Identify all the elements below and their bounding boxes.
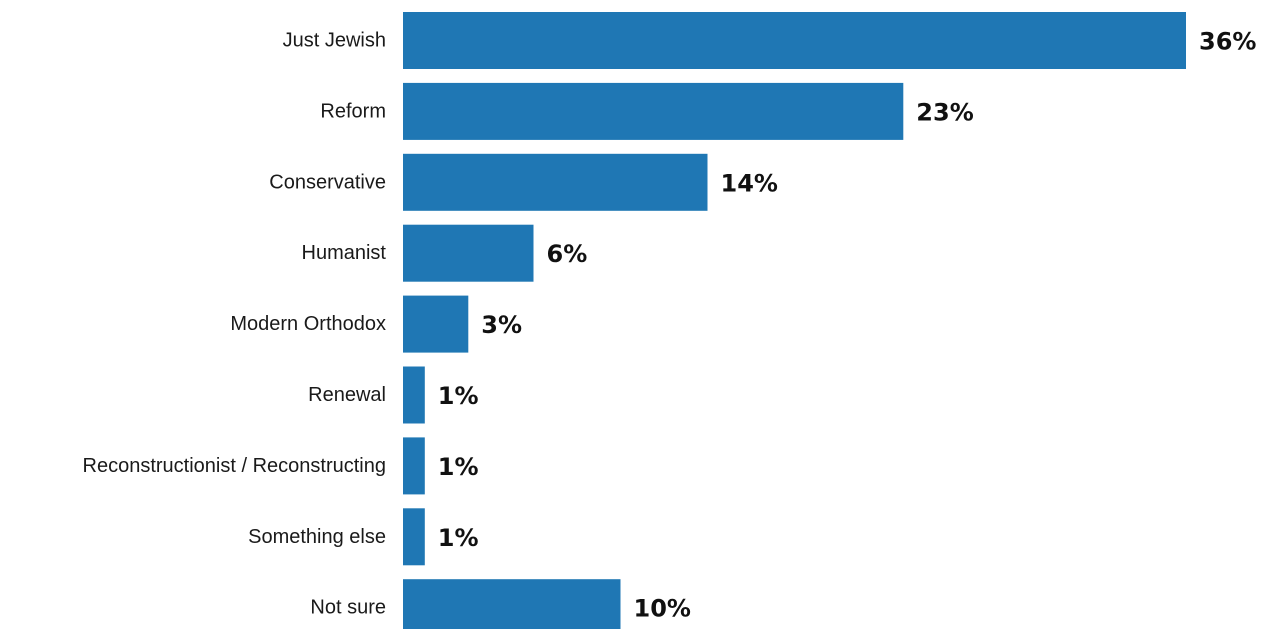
category-label: Modern Orthodox xyxy=(230,313,386,335)
category-label: Humanist xyxy=(302,242,387,264)
category-label: Conservative xyxy=(269,171,386,193)
category-label: Not sure xyxy=(310,597,386,619)
value-label: 1% xyxy=(438,382,479,410)
value-labels-group: 36% 23% 14% 6% 3% 1% 1% 1% 10% xyxy=(438,28,1257,623)
value-label: 10% xyxy=(634,595,691,623)
category-label: Something else xyxy=(248,526,386,548)
category-label: Just Jewish xyxy=(283,30,386,52)
bar xyxy=(403,295,469,353)
value-label: 1% xyxy=(438,524,479,552)
bar xyxy=(403,224,534,282)
bar xyxy=(403,437,425,495)
value-label: 23% xyxy=(916,98,973,126)
category-label: Renewal xyxy=(308,384,386,406)
value-label: 1% xyxy=(438,453,479,481)
bar xyxy=(403,153,708,211)
bar xyxy=(403,366,425,424)
category-label: Reform xyxy=(320,100,386,122)
bar xyxy=(403,82,904,140)
bars-group xyxy=(403,12,1186,629)
bar xyxy=(403,12,1186,69)
bar xyxy=(403,579,621,629)
value-label: 14% xyxy=(721,169,778,197)
value-label: 6% xyxy=(547,240,588,268)
value-label: 36% xyxy=(1199,28,1256,56)
category-labels-group: Just Jewish Reform Conservative Humanist Mod… xyxy=(83,30,387,619)
category-label: Reconstructionist / Reconstructing xyxy=(83,455,386,477)
bar xyxy=(403,508,425,566)
value-label: 3% xyxy=(481,311,522,339)
